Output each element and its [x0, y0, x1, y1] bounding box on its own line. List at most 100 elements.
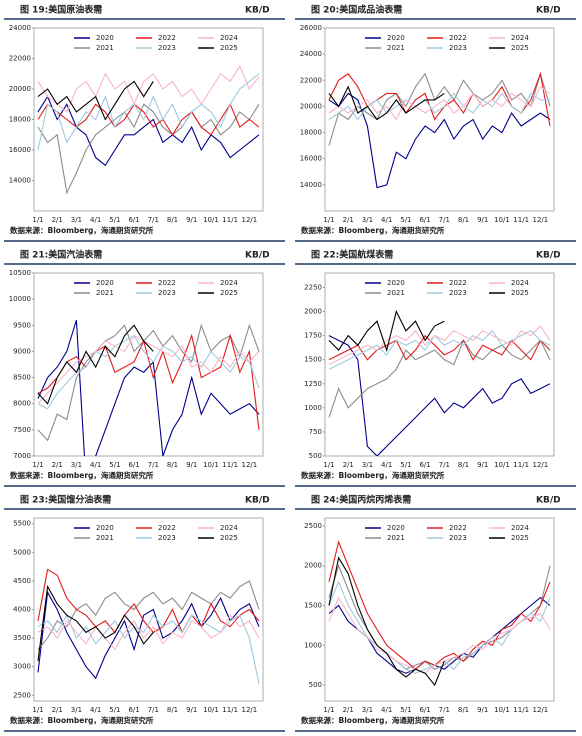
series-line	[328, 92, 550, 121]
x-tick-label: 11/1	[222, 216, 238, 224]
x-tick-label: 1/1	[32, 706, 43, 714]
series-line	[37, 584, 154, 662]
legend-label: 2024	[220, 279, 238, 287]
x-tick-label: 4/1	[381, 461, 392, 469]
x-tick-label: 2/1	[343, 216, 354, 224]
x-tick-label: 9/1	[477, 706, 488, 714]
legend-label: 2022	[449, 524, 467, 532]
legend-label: 2025	[511, 44, 529, 52]
legend-label: 2024	[511, 279, 529, 287]
series-line	[328, 85, 445, 121]
legend-label: 2021	[387, 289, 405, 297]
series-line	[328, 596, 551, 674]
x-tick-label: 6/1	[128, 216, 139, 224]
source-note: 数据来源：Bloomberg，海通期货研究所	[301, 470, 445, 480]
y-tick-label: 7000	[13, 452, 31, 460]
x-tick-label: 1/1	[323, 216, 334, 224]
series-line	[328, 71, 551, 146]
legend-label: 2021	[96, 534, 114, 542]
legend-label: 2022	[449, 279, 467, 287]
chart-panel: 图 22:美国航煤表需 KB/D 数据来源：Bloomberg，海通期货研究所 500…	[295, 249, 576, 487]
series-line	[328, 309, 445, 353]
series-line	[328, 580, 551, 674]
legend-label: 2025	[220, 534, 238, 542]
y-tick-label: 10500	[9, 269, 31, 277]
y-tick-label: 500	[309, 452, 322, 460]
panel-title: 图 22:美国航煤表需	[311, 249, 393, 261]
x-tick-label: 1/1	[323, 706, 334, 714]
series-line	[37, 103, 260, 195]
series-line	[37, 590, 260, 680]
y-tick-label: 4500	[13, 577, 31, 585]
legend-label: 2020	[387, 34, 405, 42]
series-line	[37, 103, 260, 136]
x-tick-label: 5/1	[109, 461, 120, 469]
series-line	[37, 333, 260, 430]
y-tick-label: 16000	[9, 146, 31, 154]
series-line	[37, 323, 260, 442]
chart-panel: 图 24:美国丙烷丙烯表需 KB/D数据来源：Bloomberg，海通期货研究所5…	[295, 494, 576, 732]
unit-label: KB/D	[245, 6, 270, 16]
series-line	[328, 540, 551, 670]
x-tick-label: 12/1	[533, 216, 549, 224]
legend-label: 2023	[449, 534, 467, 542]
x-tick-label: 10/1	[494, 706, 510, 714]
series-line	[328, 71, 551, 127]
legend-label: 2025	[511, 534, 529, 542]
x-tick-label: 2/1	[52, 461, 63, 469]
x-tick-label: 11/1	[222, 706, 238, 714]
y-tick-label: 3000	[13, 663, 31, 671]
y-tick-label: 9500	[13, 321, 31, 329]
y-tick-label: 10000	[9, 295, 31, 303]
x-tick-label: 7/1	[148, 706, 159, 714]
series-line	[37, 80, 154, 121]
legend-label: 2024	[220, 34, 238, 42]
x-tick-label: 11/1	[513, 216, 529, 224]
legend-label: 2020	[96, 524, 114, 532]
legend-label: 2020	[96, 279, 114, 287]
plot-frame	[33, 272, 264, 457]
series-line	[328, 335, 551, 456]
series-line	[37, 580, 260, 650]
x-tick-label: 1/1	[32, 216, 43, 224]
x-tick-label: 1/1	[323, 461, 334, 469]
x-tick-label: 5/1	[109, 706, 120, 714]
y-tick-label: 9000	[13, 347, 31, 355]
y-tick-label: 5500	[13, 520, 31, 528]
y-tick-label: 5000	[13, 548, 31, 556]
x-tick-label: 9/1	[186, 461, 197, 469]
x-tick-label: 10/1	[203, 461, 219, 469]
legend-label: 2023	[158, 44, 176, 52]
x-tick-label: 2/1	[343, 461, 354, 469]
source-note: 数据来源：Bloomberg，海通期货研究所	[301, 225, 445, 235]
x-tick-label: 8/1	[167, 216, 178, 224]
y-tick-label: 2500	[304, 522, 322, 530]
source-note: 数据来源：Bloomberg，海通期货研究所	[10, 715, 154, 725]
series-line	[328, 556, 445, 687]
x-tick-label: 12/1	[242, 461, 258, 469]
series-line	[328, 85, 551, 121]
x-tick-label: 10/1	[494, 216, 510, 224]
x-tick-label: 6/1	[419, 706, 430, 714]
series-line	[328, 325, 551, 365]
legend-label: 2025	[511, 289, 529, 297]
y-tick-label: 8000	[13, 400, 31, 408]
x-tick-label: 8/1	[458, 706, 469, 714]
plot-frame	[324, 517, 555, 702]
y-tick-label: 1500	[304, 602, 322, 610]
panel-title: 图 20:美国成品油表需	[311, 4, 402, 16]
x-tick-label: 8/1	[167, 706, 178, 714]
x-tick-label: 12/1	[242, 216, 258, 224]
series-line	[37, 73, 260, 151]
legend-label: 2022	[158, 524, 176, 532]
series-line	[37, 334, 260, 410]
y-tick-label: 1000	[304, 404, 322, 412]
y-tick-label: 24000	[9, 24, 31, 32]
x-tick-label: 5/1	[400, 706, 411, 714]
y-tick-label: 24000	[300, 50, 322, 58]
x-tick-label: 4/1	[90, 216, 101, 224]
x-tick-label: 7/1	[439, 461, 450, 469]
x-tick-label: 10/1	[494, 461, 510, 469]
y-tick-label: 14000	[300, 181, 322, 189]
